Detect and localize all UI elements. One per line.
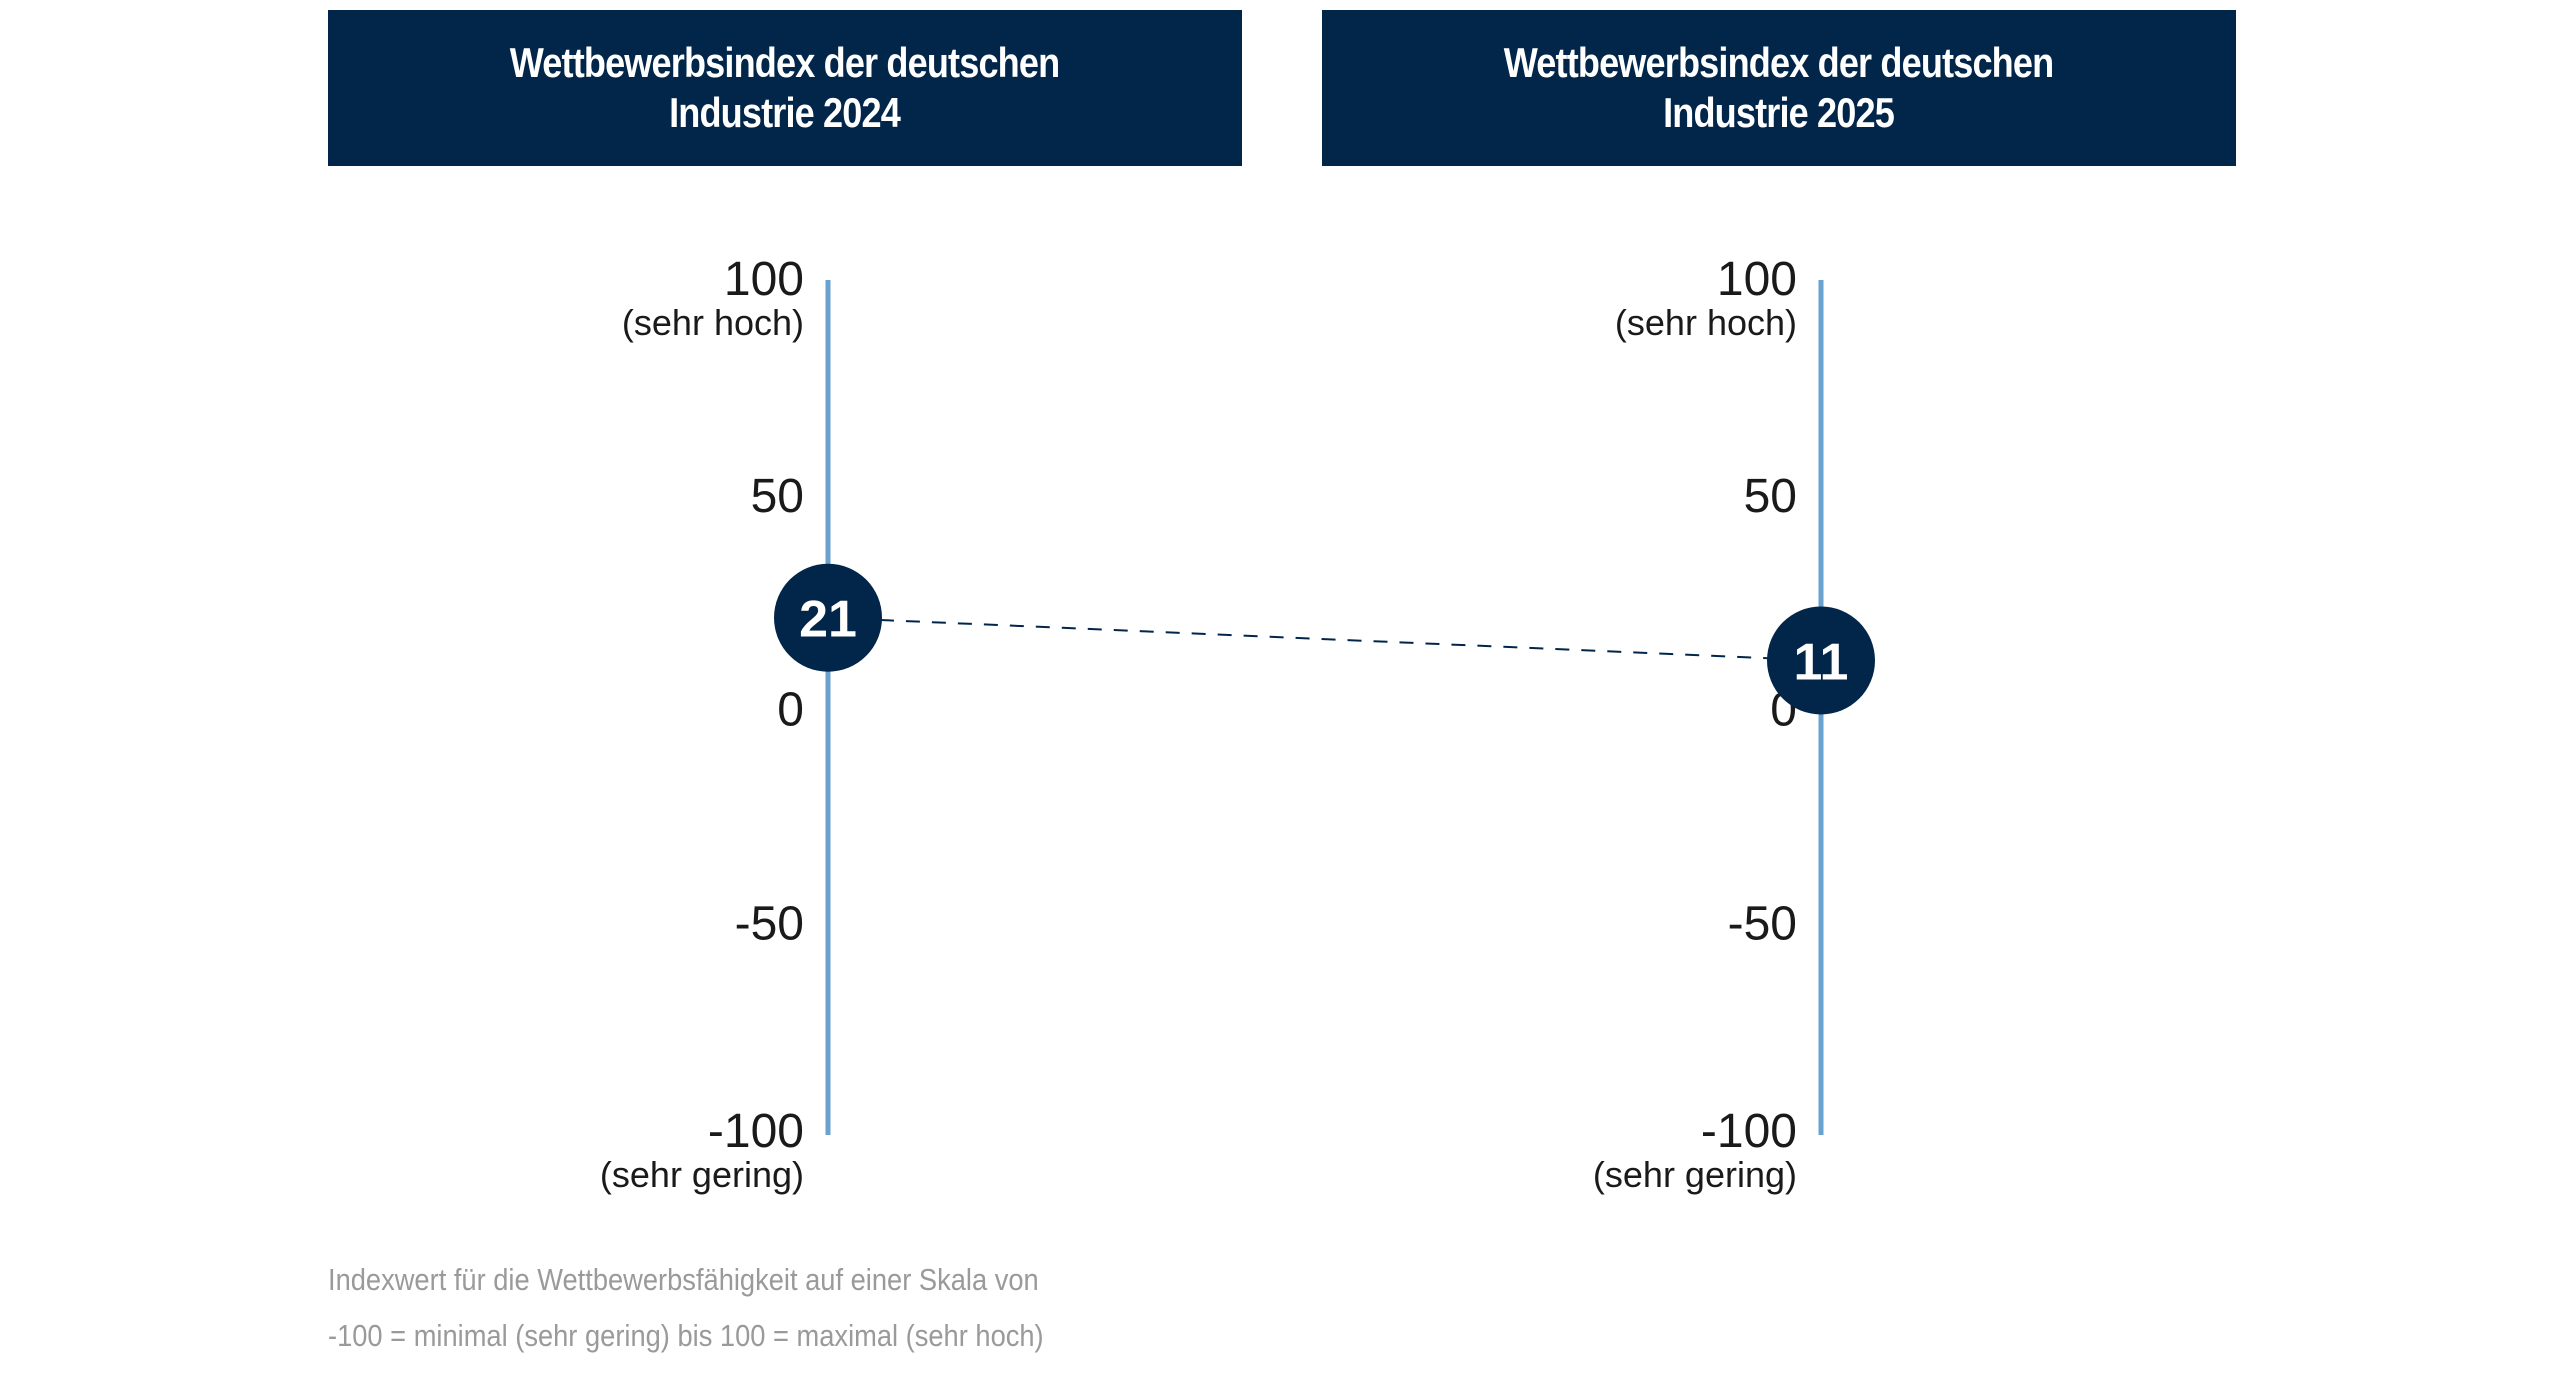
- panel-title-2025: Wettbewerbsindex der deutschen Industrie…: [1322, 10, 2236, 166]
- footnote: Indexwert für die Wettbewerbsfähigkeit a…: [328, 1252, 1044, 1364]
- bottom-annotation: (sehr gering): [1593, 1154, 1797, 1195]
- footnote-line1: Indexwert für die Wettbewerbsfähigkeit a…: [328, 1262, 1039, 1297]
- panel-title-line2: Industrie 2024: [669, 89, 902, 136]
- panel-title-line2: Industrie 2025: [1663, 89, 1896, 136]
- data-label-2025: 11: [1794, 633, 1849, 691]
- top-annotation: (sehr hoch): [622, 302, 804, 343]
- y-tick-label: 0: [777, 684, 804, 737]
- y-tick-label: 50: [1744, 470, 1797, 523]
- panel-title-line1: Wettbewerbsindex der deutschen: [1504, 39, 2054, 86]
- y-tick-label: 50: [751, 470, 804, 523]
- connector-line: [827, 616, 1822, 662]
- y-tick-label: -50: [735, 897, 804, 950]
- y-tick-label: 100: [724, 253, 804, 306]
- panel-title-2024: Wettbewerbsindex der deutschen Industrie…: [328, 10, 1242, 166]
- y-tick-label: -50: [1728, 897, 1797, 950]
- footnote-line2: -100 = minimal (sehr gering) bis 100 = m…: [328, 1318, 1044, 1353]
- y-tick-label: -100: [1701, 1105, 1797, 1158]
- y-tick-label: 100: [1717, 253, 1797, 306]
- top-annotation: (sehr hoch): [1615, 302, 1797, 343]
- data-label-2024: 21: [799, 591, 857, 649]
- data-point-2024: [774, 563, 882, 672]
- y-tick-label: -100: [708, 1105, 804, 1158]
- panel-title-line1: Wettbewerbsindex der deutschen: [510, 39, 1060, 86]
- data-point-2025: [1767, 606, 1875, 715]
- bottom-annotation: (sehr gering): [600, 1154, 804, 1195]
